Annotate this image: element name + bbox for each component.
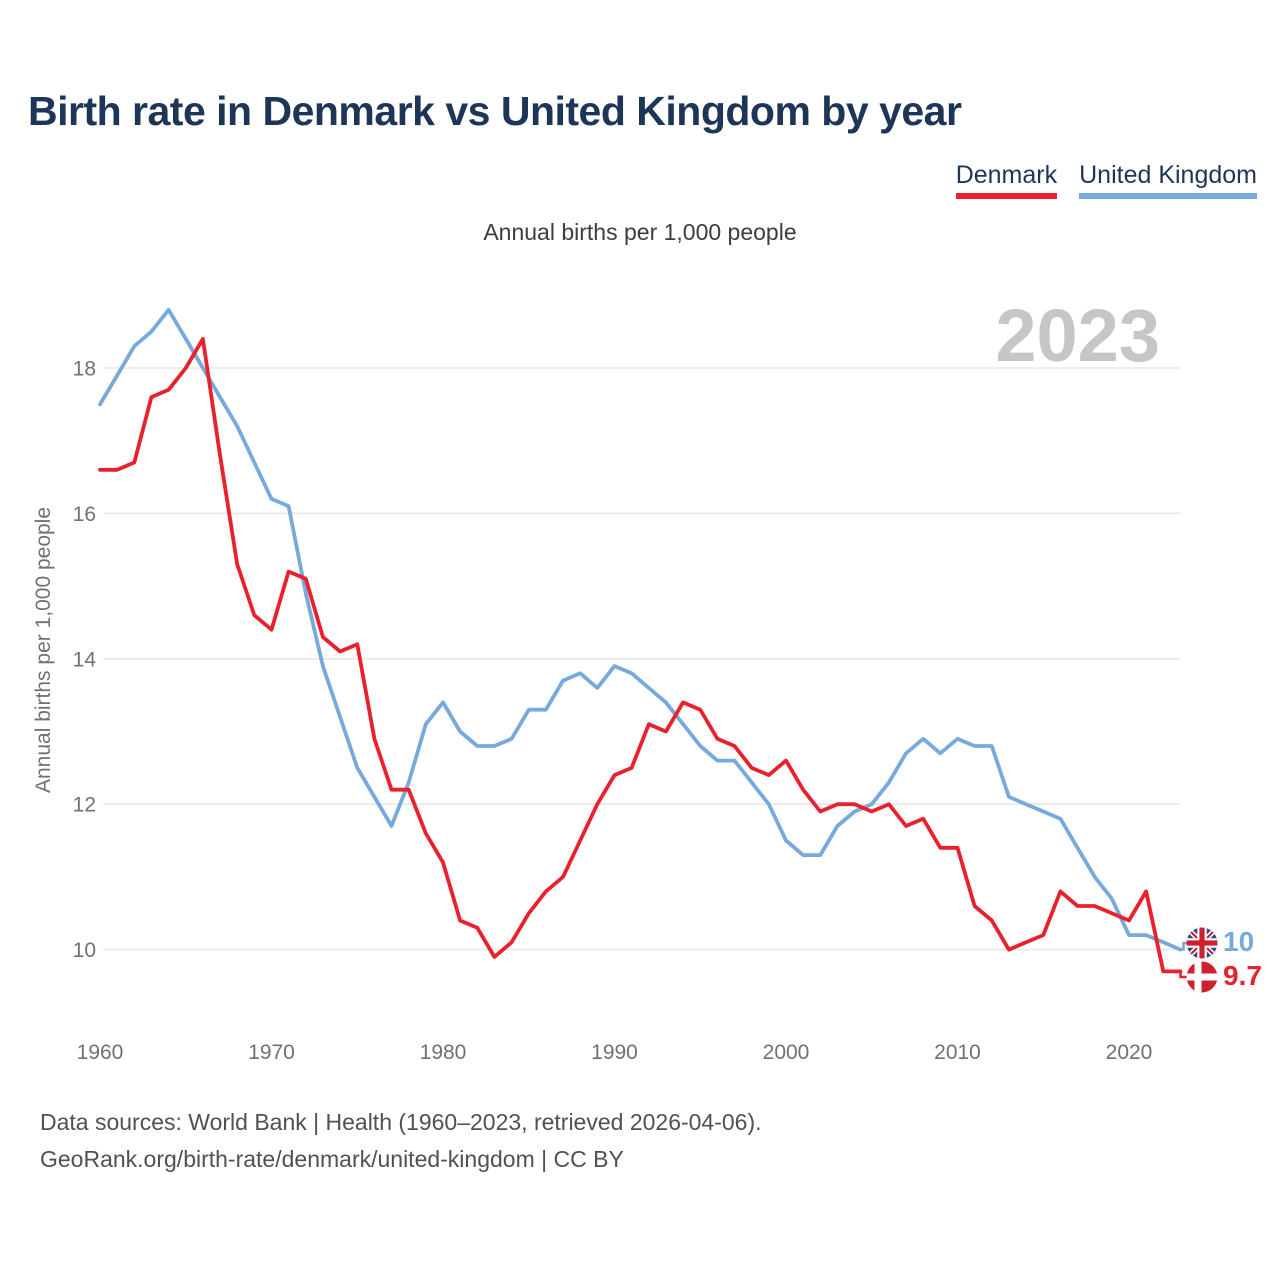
footer-attribution: GeoRank.org/birth-rate/denmark/united-ki… (40, 1146, 624, 1172)
legend-item-united-kingdom[interactable]: United Kingdom (1079, 161, 1257, 199)
united-kingdom-line[interactable] (98, 307, 1183, 952)
x-tick-label: 2020 (1106, 1041, 1153, 1064)
lines-layer (98, 307, 1183, 974)
x-tick-label: 1960 (77, 1041, 124, 1064)
y-tick-label: 14 (73, 648, 97, 671)
uk-leader-line (1180, 941, 1187, 951)
legend: Denmark United Kingdom (955, 161, 1257, 199)
y-tick-label: 10 (73, 939, 96, 962)
watermark-year: 2023 (995, 294, 1160, 377)
denmark-leader-line (1179, 971, 1187, 979)
x-tick-label: 1970 (248, 1041, 295, 1064)
x-tick-label: 2010 (934, 1041, 981, 1064)
axes-layer: 18 16 14 12 10 1960 1970 1980 1990 2000 2010 2020 (73, 358, 1180, 1064)
y-tick-label: 18 (73, 358, 96, 381)
footer-sources: Data sources: World Bank | Health (1960–… (40, 1109, 762, 1135)
denmark-flag-icon (1186, 961, 1218, 993)
x-tick-label: 2000 (763, 1041, 810, 1064)
page-title: Birth rate in Denmark vs United Kingdom … (28, 88, 962, 134)
y-tick-label: 16 (73, 503, 96, 526)
footer: Data sources: World Bank | Health (1960–… (40, 1104, 762, 1178)
denmark-line[interactable] (98, 336, 1183, 974)
legend-item-denmark[interactable]: Denmark (955, 161, 1058, 199)
denmark-end-value: 9.7 (1223, 960, 1262, 991)
y-tick-label: 12 (73, 794, 96, 817)
uk-flag-icon (1186, 927, 1218, 959)
x-tick-label: 1980 (420, 1041, 467, 1064)
chart-subtitle: Annual births per 1,000 people (483, 219, 797, 245)
uk-end-value: 10 (1223, 926, 1254, 957)
x-tick-label: 1990 (591, 1041, 638, 1064)
